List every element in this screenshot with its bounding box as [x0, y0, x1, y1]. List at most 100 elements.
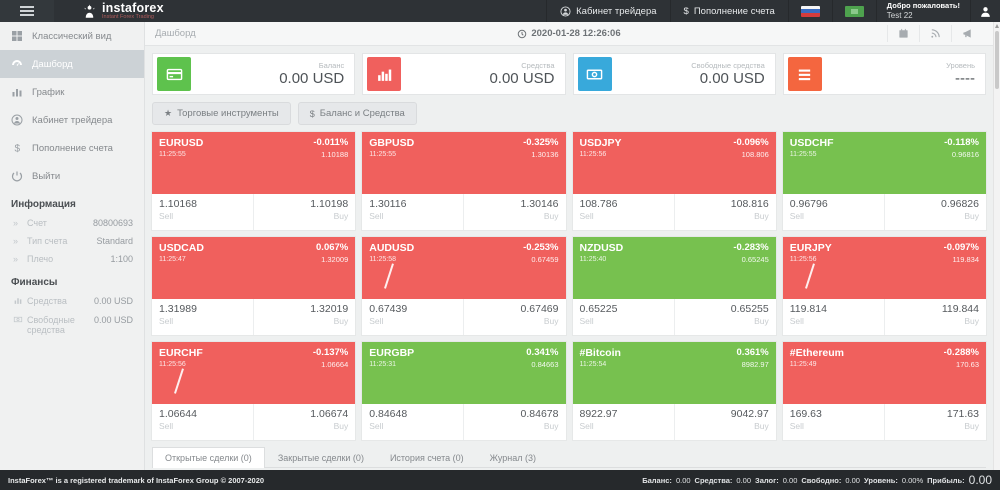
tile-quote-panel[interactable]: USDJPY 11:25:56 -0.096% 108.806: [572, 132, 776, 194]
trader-cabinet-button[interactable]: Кабинет трейдера: [546, 0, 669, 22]
card-equity[interactable]: Средства 0.00 USD: [362, 53, 566, 95]
content-topbar: Дашборд 2020-01-28 12:26:06: [145, 22, 993, 46]
buy-button[interactable]: 0.65255 Buy: [673, 299, 776, 335]
sell-button[interactable]: 169.63 Sell: [789, 408, 822, 432]
tile-quote-panel[interactable]: USDCAD 11:25:47 0.067% 1.32009: [152, 237, 356, 299]
trading-instruments-button[interactable]: ★ Торговые инструменты: [152, 102, 291, 125]
buy-button[interactable]: 1.10198 Buy: [253, 194, 355, 230]
buy-button[interactable]: 0.96826 Buy: [883, 194, 986, 230]
symbol-name: USDCAD: [159, 242, 204, 254]
sell-button[interactable]: 8922.97 Sell: [579, 408, 618, 432]
brand-logo[interactable]: instaforex Instant Forex Trading: [54, 0, 174, 22]
hamburger-menu-icon[interactable]: [0, 0, 54, 22]
sell-button[interactable]: 119.814 Sell: [789, 303, 827, 327]
tile-quote-panel[interactable]: GBPUSD 11:25:55 -0.325% 1.30136: [362, 132, 566, 194]
sell-button[interactable]: 1.31989 Sell: [159, 303, 197, 327]
tile-quote-panel[interactable]: EURUSD 11:25:55 -0.011% 1.10188: [152, 132, 356, 194]
sidebar-item-label: Дашборд: [32, 58, 73, 70]
tile-quote-panel[interactable]: #Bitcoin 11:25:54 0.361% 8982.97: [572, 342, 776, 404]
sidebar-section-info: Информация: [11, 199, 76, 210]
tile-usdchf: USDCHF 11:25:55 -0.118% 0.96816 0.96796 Sel…: [782, 132, 986, 230]
status-footer: InstaForex™ is a registered trademark of…: [0, 470, 1000, 490]
sell-button[interactable]: 1.10168 Sell: [159, 198, 197, 222]
dollar-sign-icon: $: [15, 144, 21, 155]
tile-quote-panel[interactable]: #Ethereum 11:25:49 -0.288% 170.63: [782, 342, 986, 404]
quote-time: 11:25:31: [369, 361, 396, 368]
tab-journal[interactable]: Журнал (3): [489, 453, 537, 463]
symbol-name: EURCHF: [159, 347, 203, 359]
sidebar-item-dashboard[interactable]: Дашборд: [0, 50, 144, 78]
user-avatar[interactable]: [970, 0, 1000, 22]
footer-margin: 0.00: [782, 475, 798, 485]
sidebar-item-classic-view[interactable]: Классический вид: [0, 22, 144, 50]
buy-button[interactable]: 119.844 Buy: [883, 299, 986, 335]
bar-chart-icon: [367, 57, 402, 91]
buy-button[interactable]: 1.32019 Buy: [253, 299, 355, 335]
star-icon: ★: [164, 108, 173, 118]
buy-button[interactable]: 1.06674 Buy: [253, 404, 355, 440]
language-flag-secondary[interactable]: [831, 0, 876, 22]
tab-account-history[interactable]: История счета (0): [389, 453, 464, 463]
card-label: Уровень: [946, 60, 975, 70]
quote-time: 11:25:55: [369, 151, 396, 158]
tile-usdcad: USDCAD 11:25:47 0.067% 1.32009 1.31989 Sell…: [152, 237, 356, 335]
dashboard-body: Баланс 0.00 USD Средства 0.00 USD: [145, 46, 993, 470]
buy-button[interactable]: 171.63 Buy: [883, 404, 986, 440]
card-label: Средства: [521, 60, 555, 70]
change-percent: -0.253%: [523, 242, 559, 253]
sell-button[interactable]: 108.786 Sell: [579, 198, 618, 222]
deposit-button[interactable]: $ Пополнение счета: [669, 0, 788, 22]
sell-button[interactable]: 0.67439 Sell: [369, 303, 408, 327]
language-flag-russian[interactable]: [787, 0, 832, 22]
tab-closed-deals[interactable]: Закрытые сделки (0): [277, 453, 364, 463]
mini-chart-icon: [14, 298, 22, 304]
card-label: Свободные средства: [691, 60, 765, 70]
rss-button[interactable]: [919, 25, 951, 42]
symbol-name: USDCHF: [789, 137, 834, 149]
quote-time: 11:25:56: [789, 256, 817, 263]
tile-quote-panel[interactable]: EURJPY 11:25:56 -0.097% 119.834: [782, 237, 986, 299]
scroll-up-arrow[interactable]: [994, 22, 1000, 30]
card-level[interactable]: Уровень ----: [782, 53, 986, 95]
sidebar-item-deposit[interactable]: $ Пополнение счета: [0, 134, 144, 162]
last-price: 170.63: [956, 360, 979, 369]
banknote-icon: [577, 57, 612, 91]
change-percent: -0.118%: [944, 137, 979, 148]
card-free-margin[interactable]: Свободные средства 0.00 USD: [572, 53, 776, 95]
buy-button[interactable]: 1.30146 Buy: [463, 194, 565, 230]
sidebar-item-chart[interactable]: График: [0, 78, 144, 106]
buy-button[interactable]: 0.67469 Buy: [463, 299, 565, 335]
tile-quote-panel[interactable]: AUDUSD 11:25:58 -0.253% 0.67459: [362, 237, 566, 299]
tile-quote-panel[interactable]: EURGBP 11:25:31 0.341% 0.84663: [362, 342, 566, 404]
sell-button[interactable]: 1.06644 Sell: [159, 408, 197, 432]
sell-button[interactable]: 0.84648 Sell: [369, 408, 408, 432]
vertical-scrollbar[interactable]: [993, 22, 1000, 470]
tile-quote-panel[interactable]: EURCHF 11:25:56 -0.137% 1.06664: [152, 342, 356, 404]
buy-button[interactable]: 108.816 Buy: [673, 194, 776, 230]
last-price: 0.65245: [741, 255, 769, 264]
quote-time: 11:25:47: [159, 256, 186, 263]
card-balance[interactable]: Баланс 0.00 USD: [152, 53, 356, 95]
symbol-name: USDJPY: [579, 137, 622, 149]
announcement-button[interactable]: [951, 25, 983, 42]
sell-button[interactable]: 0.65225 Sell: [579, 303, 618, 327]
tile-quote-panel[interactable]: NZDUSD 11:25:40 -0.283% 0.65245: [572, 237, 776, 299]
sell-button[interactable]: 0.96796 Sell: [789, 198, 828, 222]
tile-quote-panel[interactable]: USDCHF 11:25:55 -0.118% 0.96816: [782, 132, 986, 194]
tile-nzdusd: NZDUSD 11:25:40 -0.283% 0.65245 0.65225 Sel…: [572, 237, 776, 335]
rss-icon: [931, 29, 940, 38]
tab-open-deals[interactable]: Открытые сделки (0): [152, 447, 265, 468]
scrollbar-thumb[interactable]: [995, 31, 999, 89]
calendar-button[interactable]: [887, 25, 919, 42]
last-price: 0.84663: [531, 360, 559, 369]
footer-free: 0.00: [845, 475, 860, 485]
buy-button[interactable]: 0.84678 Buy: [463, 404, 565, 440]
sidebar-item-trader-cabinet[interactable]: Кабинет трейдера: [0, 106, 144, 134]
balance-funds-button[interactable]: $ Баланс и Средства: [297, 102, 417, 125]
sidebar-item-logout[interactable]: Выйти: [0, 162, 144, 190]
last-price: 1.32009: [321, 255, 349, 264]
sell-button[interactable]: 1.30116 Sell: [369, 198, 407, 222]
sidebar: Классический вид Дашборд График Кабинет …: [0, 22, 145, 470]
buy-button[interactable]: 9042.97 Buy: [673, 404, 776, 440]
equity-value: 0.00 USD: [93, 296, 133, 306]
